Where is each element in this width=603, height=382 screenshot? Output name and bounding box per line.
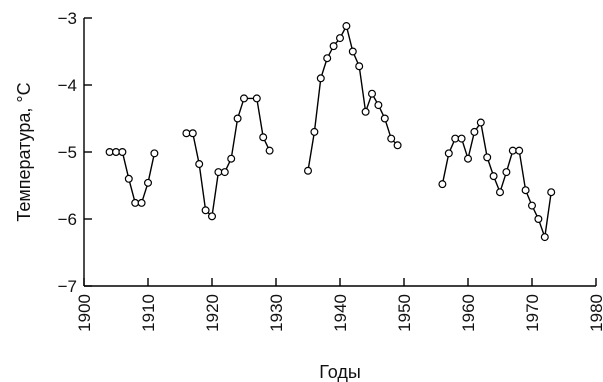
y-tick-label: −7 — [58, 277, 77, 296]
y-tick-label: −4 — [58, 76, 77, 95]
data-point — [144, 178, 153, 187]
data-point — [444, 149, 453, 158]
data-point — [240, 94, 249, 103]
data-point — [105, 148, 114, 157]
data-point — [329, 42, 338, 51]
data-point — [470, 127, 479, 136]
data-point — [502, 168, 511, 177]
data-point — [380, 114, 389, 123]
data-point — [182, 129, 191, 138]
x-tick-label: 1950 — [395, 294, 414, 332]
data-point — [534, 215, 543, 224]
data-point — [220, 168, 229, 177]
data-point — [476, 118, 485, 127]
y-tick-label: −5 — [58, 143, 77, 162]
data-point — [483, 153, 492, 162]
data-point — [118, 148, 127, 157]
data-point — [252, 94, 261, 103]
data-point — [451, 134, 460, 143]
data-point — [233, 114, 242, 123]
y-axis-title: Температура, °C — [14, 82, 34, 221]
data-point — [323, 54, 332, 63]
data-point — [496, 188, 505, 197]
data-point — [137, 198, 146, 207]
x-tick-label: 1940 — [331, 294, 350, 332]
x-tick-label: 1900 — [75, 294, 94, 332]
data-point — [457, 134, 466, 143]
data-point — [310, 127, 319, 136]
data-point — [111, 148, 120, 157]
data-point — [201, 206, 210, 215]
data-point — [387, 134, 396, 143]
data-point — [438, 180, 447, 189]
x-tick-label: 1970 — [523, 294, 542, 332]
x-tick-label: 1910 — [139, 294, 158, 332]
data-point — [515, 146, 524, 155]
data-point — [547, 188, 556, 197]
data-point — [361, 107, 370, 116]
data-point — [464, 154, 473, 163]
data-point — [374, 101, 383, 110]
data-point — [393, 141, 402, 150]
series-layer — [105, 22, 556, 242]
data-point — [316, 74, 325, 83]
data-point — [124, 174, 133, 183]
data-point — [508, 146, 517, 155]
x-tick-label: 1920 — [203, 294, 222, 332]
data-point — [208, 212, 217, 221]
data-point — [336, 34, 345, 43]
data-point — [265, 146, 274, 155]
data-point — [355, 62, 364, 71]
data-point — [521, 186, 530, 195]
data-point — [342, 22, 351, 31]
data-point — [259, 133, 268, 142]
x-tick-label: 1960 — [459, 294, 478, 332]
data-point — [348, 47, 357, 56]
x-tick-label: 1930 — [267, 294, 286, 332]
data-point — [540, 233, 549, 242]
data-point — [131, 198, 140, 207]
x-tick-label: 1980 — [587, 294, 603, 332]
data-point — [150, 149, 159, 158]
data-point — [489, 172, 498, 181]
data-point — [227, 154, 236, 163]
data-point — [214, 168, 223, 177]
data-point — [368, 89, 377, 98]
x-axis-title: Годы — [319, 362, 361, 382]
y-tick-label: −6 — [58, 210, 77, 229]
data-point — [527, 201, 536, 210]
data-point — [304, 166, 313, 175]
data-point — [188, 129, 197, 138]
data-point — [195, 160, 204, 169]
y-tick-label: −3 — [58, 9, 77, 28]
